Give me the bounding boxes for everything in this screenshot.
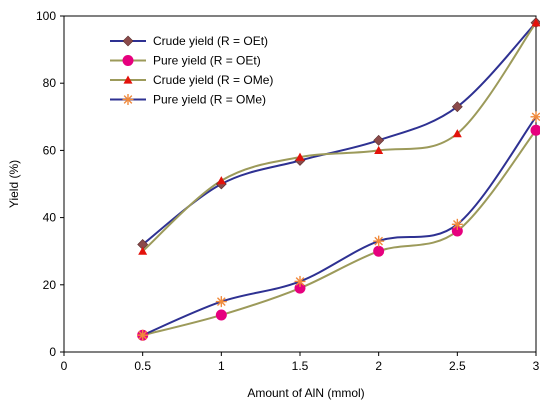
data-point-pure-ome xyxy=(216,296,227,307)
data-point-pure-ome xyxy=(531,111,540,122)
y-tick-label: 20 xyxy=(43,278,57,292)
legend-marker-pure-ome xyxy=(123,94,134,105)
data-point-crude-ome xyxy=(217,176,226,184)
y-tick-label: 40 xyxy=(43,211,57,225)
y-axis-ticks: 0 20 40 60 80 100 xyxy=(36,9,64,359)
x-tick-label: 0.5 xyxy=(134,359,151,373)
y-tick-label: 80 xyxy=(43,76,57,90)
x-tick-label: 1.5 xyxy=(292,359,309,373)
y-tick-label: 0 xyxy=(49,345,56,359)
legend-label-crude-oet: Crude yield (R = OEt) xyxy=(153,34,268,48)
data-point-crude-oet xyxy=(374,135,384,145)
legend-marker-crude-oet xyxy=(123,36,133,46)
y-tick-label: 100 xyxy=(36,9,56,23)
data-point-pure-oet xyxy=(373,246,384,257)
x-axis-label: Amount of AlN (mmol) xyxy=(247,386,364,400)
legend-label-crude-ome: Crude yield (R = OMe) xyxy=(153,73,273,87)
legend-marker-pure-oet xyxy=(123,55,134,66)
series-line-pure-oet xyxy=(143,130,536,335)
x-tick-label: 3 xyxy=(533,359,540,373)
series-lines xyxy=(143,23,536,335)
data-point-pure-ome xyxy=(373,236,384,247)
y-tick-label: 60 xyxy=(43,143,57,157)
x-tick-label: 2.5 xyxy=(449,359,466,373)
plot-frame xyxy=(64,16,536,352)
x-axis-ticks: 0 0.5 1 1.5 2 2.5 3 xyxy=(61,352,540,373)
data-point-pure-oet xyxy=(216,310,227,321)
y-axis-label: Yield (%) xyxy=(7,160,21,208)
series-line-pure-ome xyxy=(143,117,536,335)
x-tick-label: 2 xyxy=(375,359,382,373)
x-tick-label: 1 xyxy=(218,359,225,373)
legend-label-pure-oet: Pure yield (R = OEt) xyxy=(153,54,261,68)
plot-border xyxy=(64,16,536,352)
data-point-pure-ome xyxy=(295,276,306,287)
legend: Crude yield (R = OEt) Pure yield (R = OEt… xyxy=(110,34,273,107)
legend-label-pure-ome: Pure yield (R = OMe) xyxy=(153,93,266,107)
x-tick-label: 0 xyxy=(61,359,68,373)
